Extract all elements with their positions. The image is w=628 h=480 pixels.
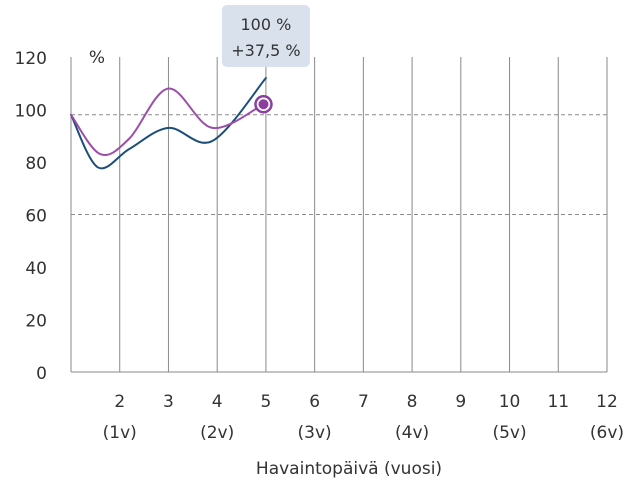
y-tick-label-120: 120 [15, 49, 47, 69]
grid [119, 57, 608, 372]
x-tick-label-5: 5 [260, 392, 271, 412]
reference-lines [71, 114, 607, 215]
value-callout: 100 % +37,5 % [221, 5, 310, 67]
y-axis: 0 20 40 60 80 100 120 [15, 49, 72, 384]
x-axis: 2 (1v) 3 4 (2v) 5 6 (3v) 7 8 (4v) 9 10 (5v) 11 12 (6v) [71, 371, 624, 443]
x-tick-label-10: 10 [499, 392, 521, 412]
x-tick-sublabel-12: (6v) [590, 423, 624, 443]
x-tick-label-12: 12 [596, 392, 618, 412]
y-tick-label-40: 40 [25, 259, 47, 279]
highlight-point [258, 99, 269, 110]
x-tick-sublabel-4: (2v) [200, 423, 234, 443]
y-tick-label-60: 60 [25, 207, 47, 227]
callout-value: 100 % [240, 15, 291, 34]
y-axis-unit-label: % [89, 48, 105, 68]
x-tick-label-9: 9 [455, 392, 466, 412]
x-tick-sublabel-6: (3v) [298, 423, 332, 443]
y-tick-label-0: 0 [36, 364, 47, 384]
x-tick-sublabel-2: (1v) [103, 423, 137, 443]
y-tick-label-20: 20 [25, 312, 47, 332]
x-tick-sublabel-10: (5v) [492, 423, 526, 443]
x-tick-label-3: 3 [163, 392, 174, 412]
x-tick-label-4: 4 [212, 392, 223, 412]
x-tick-sublabel-8: (4v) [395, 423, 429, 443]
y-tick-label-80: 80 [25, 154, 47, 174]
x-tick-label-11: 11 [547, 392, 569, 412]
x-tick-label-2: 2 [114, 392, 125, 412]
series-layer [70, 77, 267, 170]
y-tick-label-100: 100 [15, 102, 47, 122]
x-axis-title: Havaintopäivä (vuosi) [256, 459, 442, 479]
series-line-1 [70, 77, 267, 170]
callout-box [221, 5, 310, 67]
highlight-layer [254, 95, 273, 114]
series-line-2 [70, 87, 265, 157]
x-tick-label-6: 6 [309, 392, 320, 412]
x-tick-label-8: 8 [407, 392, 418, 412]
x-tick-label-7: 7 [358, 392, 369, 412]
callout-change: +37,5 % [231, 41, 300, 60]
